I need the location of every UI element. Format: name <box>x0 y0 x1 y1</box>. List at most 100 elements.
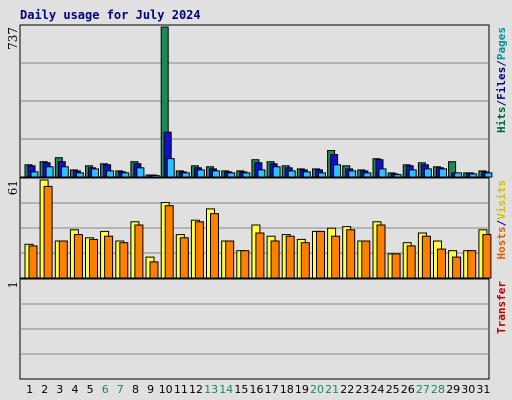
bar-pages-day-23 <box>363 172 372 178</box>
day-label-7: 7 <box>117 383 124 396</box>
bar-hosts-day-9 <box>149 261 159 279</box>
bar-hosts-day-26 <box>406 245 416 279</box>
legend-part: Hosts <box>495 226 508 259</box>
legend-part: Transfer <box>495 281 508 334</box>
bar-hosts-day-18 <box>285 235 295 279</box>
bar-hosts-day-12 <box>194 221 204 279</box>
bar-hosts-day-11 <box>179 237 189 279</box>
bar-hosts-day-24 <box>376 224 386 279</box>
day-label-13: 13 <box>204 383 218 396</box>
series-legend: Hosts/Visits <box>495 180 508 260</box>
bar-hosts-day-27 <box>421 235 431 279</box>
bar-hosts-day-1 <box>28 245 38 279</box>
day-label-23: 23 <box>355 383 369 396</box>
bar-pages-day-1 <box>30 171 39 178</box>
legend-part: Visits <box>495 180 508 220</box>
day-label-21: 21 <box>325 383 339 396</box>
day-label-26: 26 <box>401 383 415 396</box>
day-label-24: 24 <box>371 383 385 396</box>
day-label-16: 16 <box>250 383 264 396</box>
bar-pages-day-7 <box>121 172 130 178</box>
bar-hosts-day-28 <box>437 248 446 279</box>
bar-pages-day-6 <box>106 170 115 178</box>
bar-pages-day-29 <box>454 172 463 178</box>
bar-hosts-day-21 <box>331 235 341 279</box>
bar-pages-day-12 <box>196 169 205 178</box>
bar-pages-day-4 <box>75 172 84 178</box>
legend-part: / <box>495 100 508 107</box>
bar-pages-day-27 <box>423 168 432 178</box>
bar-pages-day-28 <box>439 168 447 178</box>
bar-hosts-day-15 <box>240 250 250 279</box>
legend-part: Pages <box>495 27 508 60</box>
day-label-15: 15 <box>234 383 248 396</box>
bar-hosts-day-30 <box>467 250 477 279</box>
bar-hosts-day-10 <box>164 205 174 279</box>
bar-pages-day-26 <box>408 169 417 178</box>
bar-hosts-day-20 <box>316 230 325 279</box>
day-label-9: 9 <box>147 383 154 396</box>
bar-hosts-day-16 <box>255 232 265 279</box>
series-legend: Transfer <box>495 281 508 334</box>
day-label-3: 3 <box>56 383 63 396</box>
day-label-11: 11 <box>174 383 188 396</box>
legend-part: Hits <box>495 107 508 134</box>
bar-hosts-day-23 <box>361 240 371 279</box>
bar-pages-day-16 <box>257 169 266 178</box>
bar-pages-day-8 <box>136 167 145 178</box>
day-label-6: 6 <box>102 383 109 396</box>
day-label-4: 4 <box>72 383 79 396</box>
bar-hosts-day-19 <box>300 242 310 279</box>
bar-hosts-day-6 <box>104 235 114 279</box>
bar-hosts-day-8 <box>134 224 144 279</box>
bar-pages-day-3 <box>60 166 69 178</box>
bar-hosts-day-29 <box>452 256 462 279</box>
day-label-17: 17 <box>265 383 279 396</box>
day-label-1: 1 <box>26 383 33 396</box>
day-label-12: 12 <box>189 383 203 396</box>
bar-pages-day-30 <box>469 173 478 178</box>
day-label-22: 22 <box>340 383 354 396</box>
day-label-2: 2 <box>41 383 48 396</box>
bar-hosts-day-13 <box>210 213 219 279</box>
bar-hosts-day-25 <box>391 253 401 279</box>
bar-pages-day-25 <box>393 174 402 178</box>
bar-pages-day-19 <box>302 171 311 178</box>
bar-hosts-day-2 <box>43 185 53 279</box>
bar-pages-day-11 <box>181 172 190 178</box>
bar-hosts-day-14 <box>225 240 235 279</box>
day-label-10: 10 <box>159 383 173 396</box>
bar-pages-day-24 <box>378 168 387 178</box>
panel-visits: 61 Hosts/Visits <box>6 177 508 279</box>
bar-pages-day-20 <box>318 172 326 178</box>
bar-pages-day-18 <box>287 170 296 178</box>
legend-part: / <box>495 60 508 67</box>
bar-pages-day-14 <box>227 172 236 178</box>
day-label-19: 19 <box>295 383 309 396</box>
bar-pages-day-9 <box>151 174 160 178</box>
day-label-5: 5 <box>87 383 94 396</box>
bar-hosts-day-7 <box>119 242 129 279</box>
bar-pages-day-17 <box>272 166 281 178</box>
day-label-29: 29 <box>446 383 460 396</box>
bar-hosts-day-5 <box>89 238 98 279</box>
bar-pages-day-13 <box>212 170 220 178</box>
bar-hosts-day-4 <box>73 234 83 279</box>
bar-pages-day-10 <box>166 158 175 178</box>
bar-pages-day-31 <box>484 172 493 178</box>
day-label-14: 14 <box>219 383 233 396</box>
y-max-label: 61 <box>6 180 20 195</box>
bar-hosts-day-17 <box>270 240 280 279</box>
legend-part: / <box>495 219 508 226</box>
bar-pages-day-2 <box>45 166 54 178</box>
bar-hosts-day-31 <box>482 234 492 279</box>
day-label-28: 28 <box>431 383 445 396</box>
series-legend: Hits/Files/Pages <box>495 27 508 133</box>
panel-transfer: 1 Transfer <box>6 278 508 380</box>
bar-pages-day-22 <box>348 170 357 178</box>
y-max-label: 1 <box>6 281 20 289</box>
chart-title: Daily usage for July 2024 <box>20 8 201 22</box>
day-label-18: 18 <box>280 383 294 396</box>
